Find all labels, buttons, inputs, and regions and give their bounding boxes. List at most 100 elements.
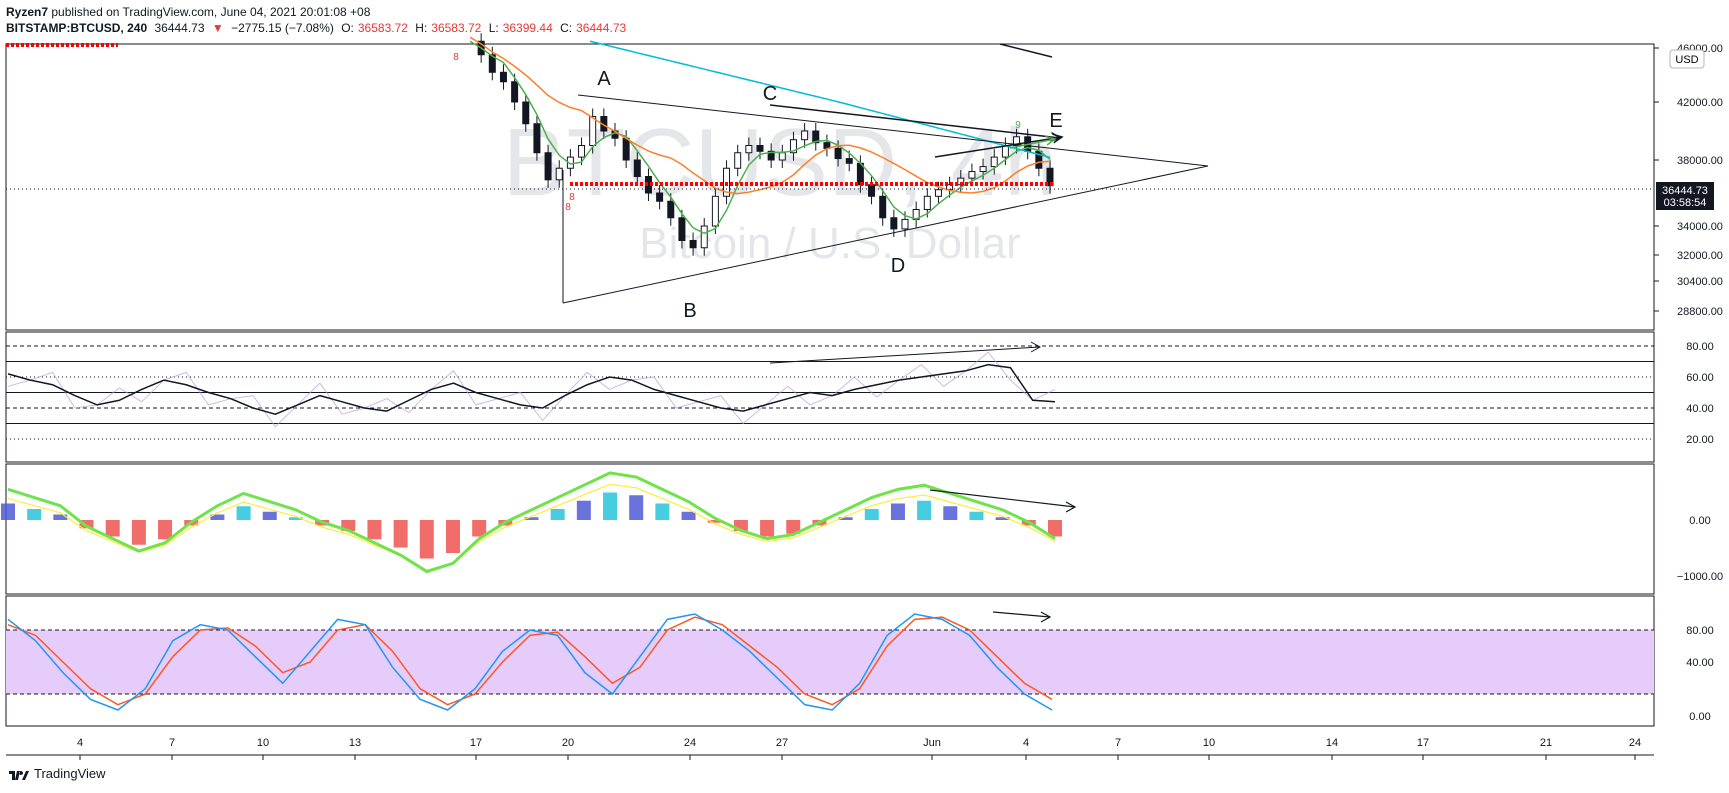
wave-label-c: C — [763, 83, 777, 105]
macd-histogram-bar — [576, 500, 591, 520]
macd-signal-line — [7, 483, 1056, 571]
candle-body — [622, 137, 630, 161]
stoch-band — [6, 630, 1654, 694]
candle-body — [700, 225, 708, 249]
wave-label-b: B — [683, 300, 696, 322]
time-tick-label: 17 — [1417, 737, 1429, 749]
macd-histogram-bar — [472, 520, 487, 537]
time-tick-label: Jun — [923, 737, 941, 749]
candle-body — [1013, 136, 1021, 147]
macd-histogram-bar — [288, 517, 303, 520]
footer-brand: TradingView — [34, 766, 106, 781]
time-tick-label: 10 — [257, 737, 269, 749]
macd-histogram-bar — [524, 517, 539, 520]
candle-body — [711, 195, 719, 227]
rsi-divergence-arrow-head — [1030, 341, 1042, 353]
macd-histogram-bar — [27, 509, 42, 520]
macd-histogram-bar — [786, 520, 801, 534]
watermark-ticker: BTCUSD, 4h — [503, 109, 1058, 216]
price-tick-label: 42000.00 — [1677, 97, 1723, 109]
publish-line: Ryzen7 published on TradingView.com, Jun… — [6, 4, 630, 20]
candle-body — [789, 139, 797, 154]
candle-body — [979, 166, 987, 173]
macd-histogram-bar — [655, 503, 670, 520]
time-tick-label: 27 — [776, 737, 788, 749]
macd-histogram-bar — [236, 506, 251, 520]
stoch-pane — [6, 611, 1654, 711]
price-change: −2775.15 (−7.08%) — [231, 21, 334, 35]
macd-histogram-bar — [760, 520, 775, 537]
rsi-fast-line — [7, 351, 1056, 428]
macd-histogram-bar — [917, 500, 932, 520]
candle-body — [544, 152, 552, 181]
time-tick-label: 7 — [1115, 737, 1121, 749]
time-tick-label: 13 — [349, 737, 361, 749]
time-tick-label: 14 — [1326, 737, 1338, 749]
candle-body — [589, 116, 597, 146]
triangle-upper-line — [577, 94, 1209, 167]
high-label: H: — [415, 21, 428, 35]
candle-body — [745, 145, 753, 154]
open-value: 36583.72 — [357, 21, 408, 35]
stoch-tick-label: 80.00 — [1686, 625, 1714, 637]
candle-body — [812, 130, 820, 144]
candle-body — [488, 54, 496, 73]
candle-body — [767, 150, 775, 161]
macd-histogram-bar — [550, 509, 565, 520]
macd-histogram-bar — [419, 520, 434, 559]
macd-histogram-bar — [367, 520, 382, 540]
macd-histogram-bar — [262, 511, 277, 520]
macd-histogram-bar — [158, 520, 173, 540]
last-price-axis-label: 36444.73 — [1662, 185, 1708, 197]
candle-body — [990, 156, 998, 168]
candle-body — [678, 217, 686, 241]
symbol-label[interactable]: BITSTAMP:BTCUSD, 240 — [6, 21, 148, 35]
wave-e-arrow — [934, 136, 1063, 158]
long-term-trendline — [999, 43, 1053, 58]
published-text: published on TradingView.com, June 04, 2… — [51, 5, 371, 19]
td-count-label: 9 — [1015, 120, 1021, 131]
currency-badge: USD — [1669, 49, 1705, 69]
macd-histogram-bar — [733, 520, 748, 531]
candle-body — [633, 159, 641, 177]
macd-histogram-bar — [445, 520, 460, 553]
time-tick-label: 20 — [562, 737, 574, 749]
macd-histogram-bar — [79, 520, 94, 529]
price-tick-label: 30400.00 — [1677, 276, 1723, 288]
macd-divergence-line — [929, 489, 1076, 508]
wave-e-green-arrow-head — [1045, 135, 1057, 146]
rsi-line — [7, 363, 1056, 415]
td-count-label: 8 — [453, 52, 459, 63]
rsi-tick-label: 60.00 — [1686, 372, 1714, 384]
ema-mid-line — [469, 36, 1051, 195]
ema-short-line — [469, 40, 1051, 235]
triangle-lower-line — [562, 165, 1209, 304]
rsi-tick-label: 20.00 — [1686, 434, 1714, 446]
macd-pane — [1, 471, 1077, 574]
macd-histogram-bar — [864, 509, 879, 520]
wave-label-a: A — [597, 68, 611, 90]
tradingview-logo-icon — [8, 767, 30, 781]
macd-histogram-bar — [341, 520, 356, 531]
candle-body — [1001, 145, 1009, 158]
time-tick-label: 4 — [1023, 737, 1029, 749]
high-value: 36583.72 — [431, 21, 482, 35]
time-axis: 4 7 10 13 17 20 24 27 Jun 4 7 10 14 17 21 24 — [77, 737, 1641, 760]
candle-body — [1035, 150, 1043, 169]
time-tick-label: 10 — [1203, 737, 1215, 749]
candle-body — [834, 147, 842, 160]
price-pane-frame — [5, 43, 1655, 331]
candle-body — [801, 130, 809, 141]
candle-body — [522, 101, 530, 125]
macd-histogram-bar — [890, 503, 905, 520]
candle-body — [901, 218, 909, 230]
macd-line — [7, 471, 1056, 574]
candle-body — [868, 184, 876, 197]
macd-tick-label: 0.00 — [1689, 515, 1710, 527]
candle-body — [934, 189, 942, 197]
macd-histogram-bar — [995, 517, 1010, 520]
chart-header: Ryzen7 published on TradingView.com, Jun… — [6, 4, 630, 36]
candle-body — [734, 152, 742, 169]
ema-long-line — [589, 40, 1051, 159]
